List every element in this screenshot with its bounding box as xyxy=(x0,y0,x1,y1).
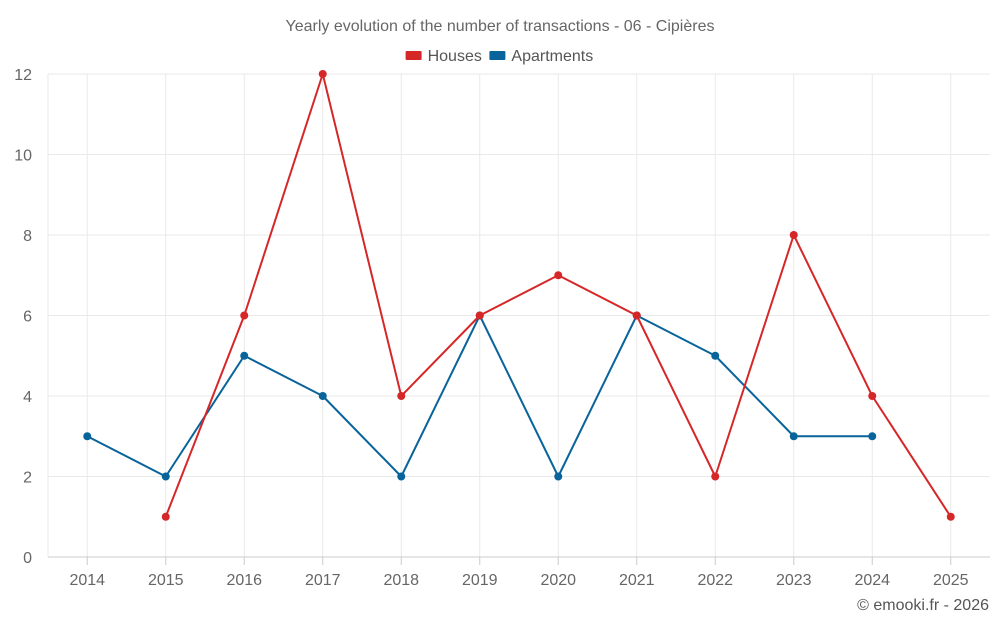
data-point-houses-2016[interactable] xyxy=(240,311,249,320)
legend-label-houses[interactable]: Houses xyxy=(428,48,482,65)
x-tick-label: 2024 xyxy=(854,572,890,589)
data-point-apartments-2024[interactable] xyxy=(868,432,877,441)
x-tick-label: 2014 xyxy=(69,572,105,589)
data-point-houses-2022[interactable] xyxy=(711,472,720,481)
data-point-apartments-2014[interactable] xyxy=(83,432,92,441)
x-tick-label: 2019 xyxy=(462,572,498,589)
data-point-houses-2025[interactable] xyxy=(946,512,955,521)
x-tick-label: 2022 xyxy=(697,572,733,589)
y-tick-label: 6 xyxy=(23,309,32,326)
grid xyxy=(47,73,990,557)
y-tick-label: 2 xyxy=(23,470,32,487)
data-point-houses-2018[interactable] xyxy=(397,392,406,400)
y-tick-label: 0 xyxy=(23,550,32,567)
x-tick-label: 2015 xyxy=(148,572,184,589)
data-point-houses-2021[interactable] xyxy=(632,311,641,320)
data-point-houses-2024[interactable] xyxy=(868,392,877,400)
data-point-houses-2020[interactable] xyxy=(554,271,563,280)
x-tick-label: 2023 xyxy=(776,572,812,589)
legend-swatch-apartments xyxy=(489,51,506,60)
legend-swatch-houses xyxy=(405,51,422,60)
data-point-houses-2019[interactable] xyxy=(475,311,484,320)
y-tick-label: 8 xyxy=(23,228,32,245)
data-point-apartments-2018[interactable] xyxy=(397,472,406,481)
series xyxy=(83,70,955,521)
data-point-apartments-2015[interactable] xyxy=(161,472,170,481)
y-tick-label: 4 xyxy=(23,389,32,406)
x-tick-label: 2017 xyxy=(305,572,341,589)
data-point-houses-2023[interactable] xyxy=(789,231,798,239)
y-tick-label: 10 xyxy=(14,148,32,165)
data-point-apartments-2016[interactable] xyxy=(240,351,249,360)
data-point-houses-2015[interactable] xyxy=(161,512,170,521)
chart-title: Yearly evolution of the number of transa… xyxy=(286,18,715,35)
credit-text: © emooki.fr - 2026 xyxy=(857,597,989,614)
x-tick-label: 2018 xyxy=(383,572,419,589)
data-point-apartments-2022[interactable] xyxy=(711,351,720,360)
y-tick-label: 12 xyxy=(14,67,32,84)
data-point-apartments-2020[interactable] xyxy=(554,472,563,481)
x-tick-label: 2025 xyxy=(933,572,969,589)
x-tick-label: 2021 xyxy=(619,572,655,589)
legend: Houses Apartments xyxy=(405,48,593,65)
x-tick-label: 2016 xyxy=(226,572,262,589)
data-point-houses-2017[interactable] xyxy=(318,70,327,78)
x-tick-label: 2020 xyxy=(540,572,576,589)
axes: 0 2 4 6 8 10 12 2014 2015 2016 2017 2018 2019 2020 202… xyxy=(14,67,990,589)
data-point-apartments-2017[interactable] xyxy=(318,392,327,400)
data-point-apartments-2023[interactable] xyxy=(789,432,798,441)
legend-label-apartments[interactable]: Apartments xyxy=(511,48,593,65)
